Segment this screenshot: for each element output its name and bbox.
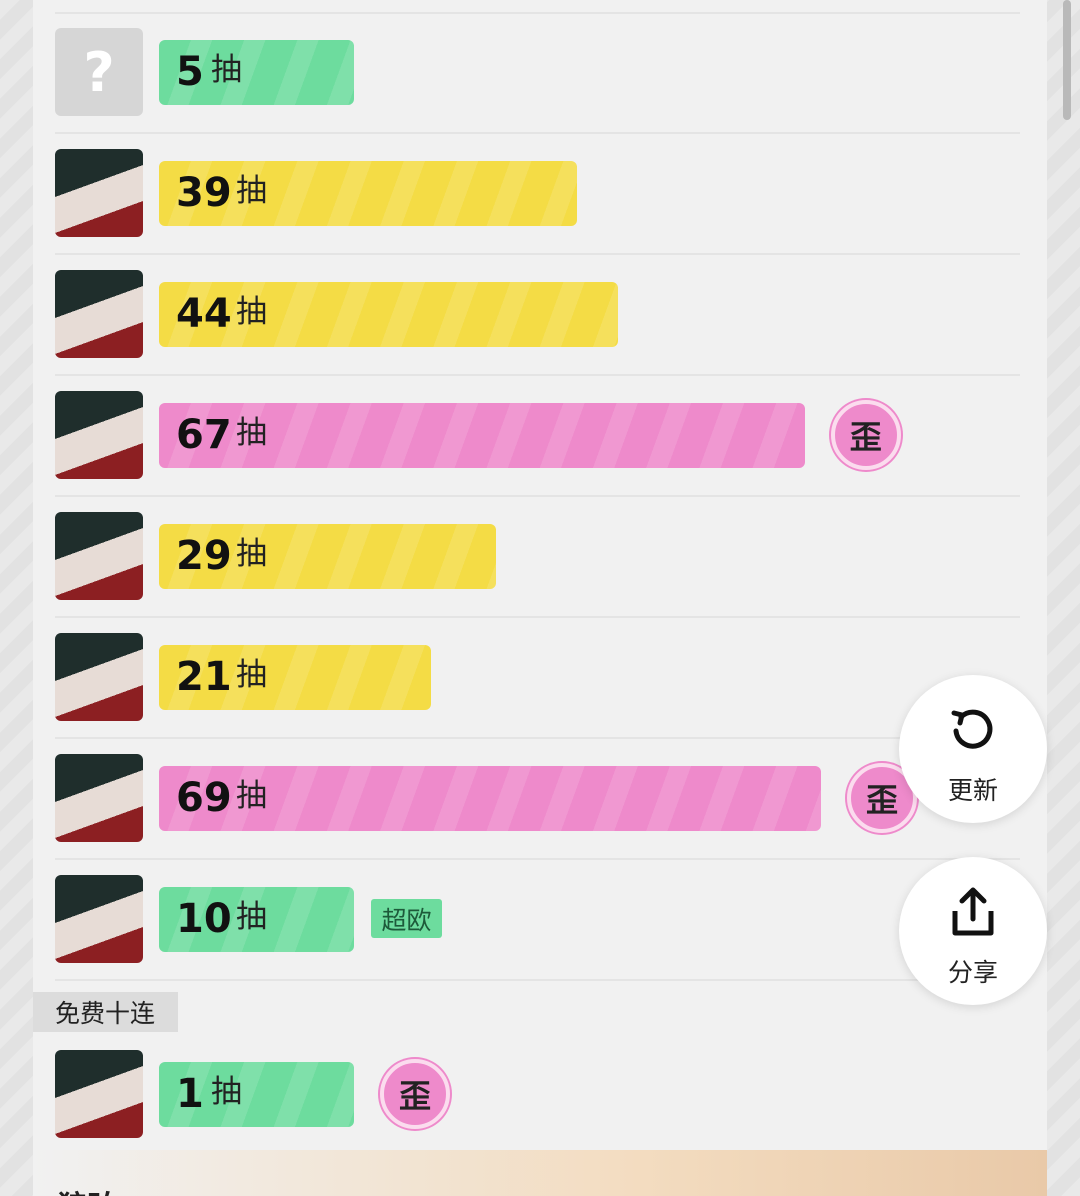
- pull-unit: 抽: [236, 899, 267, 935]
- bar: [159, 40, 354, 105]
- avatar: [55, 391, 143, 479]
- bar: [159, 1062, 354, 1127]
- pull-count: 67: [176, 412, 232, 458]
- lucky-badge: 超欧: [371, 899, 442, 938]
- share-icon: [952, 887, 994, 936]
- section-title: 狼珀: [58, 1182, 118, 1196]
- pull-count: 29: [176, 533, 232, 579]
- separator: [55, 12, 1020, 14]
- avatar: [55, 512, 143, 600]
- avatar: [55, 754, 143, 842]
- avatar: [55, 1050, 143, 1138]
- avatar: [55, 633, 143, 721]
- avatar: ?: [55, 28, 143, 116]
- avatar: [55, 149, 143, 237]
- pull-unit: 抽: [236, 778, 267, 814]
- refresh-icon: [951, 709, 993, 749]
- separator: [55, 132, 1020, 134]
- pull-count: 44: [176, 291, 232, 337]
- pull-count: 5: [176, 49, 204, 95]
- bar: [159, 403, 805, 468]
- separator: [55, 616, 1020, 618]
- share-label: 分享: [947, 958, 998, 987]
- bar: [159, 887, 354, 952]
- pull-unit: 抽: [236, 657, 267, 693]
- separator: [55, 858, 1020, 860]
- pull-count: 1: [176, 1071, 204, 1117]
- separator: [55, 495, 1020, 497]
- section-label: 免费十连: [33, 992, 178, 1032]
- pull-unit: 抽: [236, 536, 267, 572]
- off-banner-tag: 歪: [380, 1059, 450, 1129]
- refresh-button[interactable]: 更新: [899, 675, 1047, 823]
- bar: [159, 766, 821, 831]
- off-banner-tag: 歪: [830, 400, 901, 470]
- banner-strip: [33, 1150, 1047, 1196]
- separator: [55, 737, 1020, 739]
- pull-unit: 抽: [211, 1074, 242, 1110]
- separator: [55, 374, 1020, 376]
- off-banner-tag: 歪: [846, 763, 917, 833]
- scrollbar: [1063, 0, 1071, 120]
- avatar: [55, 875, 143, 963]
- refresh-label: 更新: [947, 776, 998, 805]
- pull-count: 69: [176, 775, 232, 821]
- pull-unit: 抽: [236, 415, 267, 451]
- pull-unit: 抽: [236, 173, 267, 209]
- bar: [159, 645, 431, 710]
- pull-count: 21: [176, 654, 232, 700]
- bar: [159, 161, 578, 226]
- pull-unit: 抽: [211, 52, 242, 88]
- separator: [55, 253, 1020, 255]
- pull-unit: 抽: [236, 294, 267, 330]
- separator: [55, 979, 1020, 981]
- bar: [159, 524, 496, 589]
- pull-count: 10: [176, 896, 232, 942]
- pull-count: 39: [176, 170, 232, 216]
- share-button[interactable]: 分享: [899, 857, 1047, 1005]
- avatar: [55, 270, 143, 358]
- bar: [159, 282, 618, 347]
